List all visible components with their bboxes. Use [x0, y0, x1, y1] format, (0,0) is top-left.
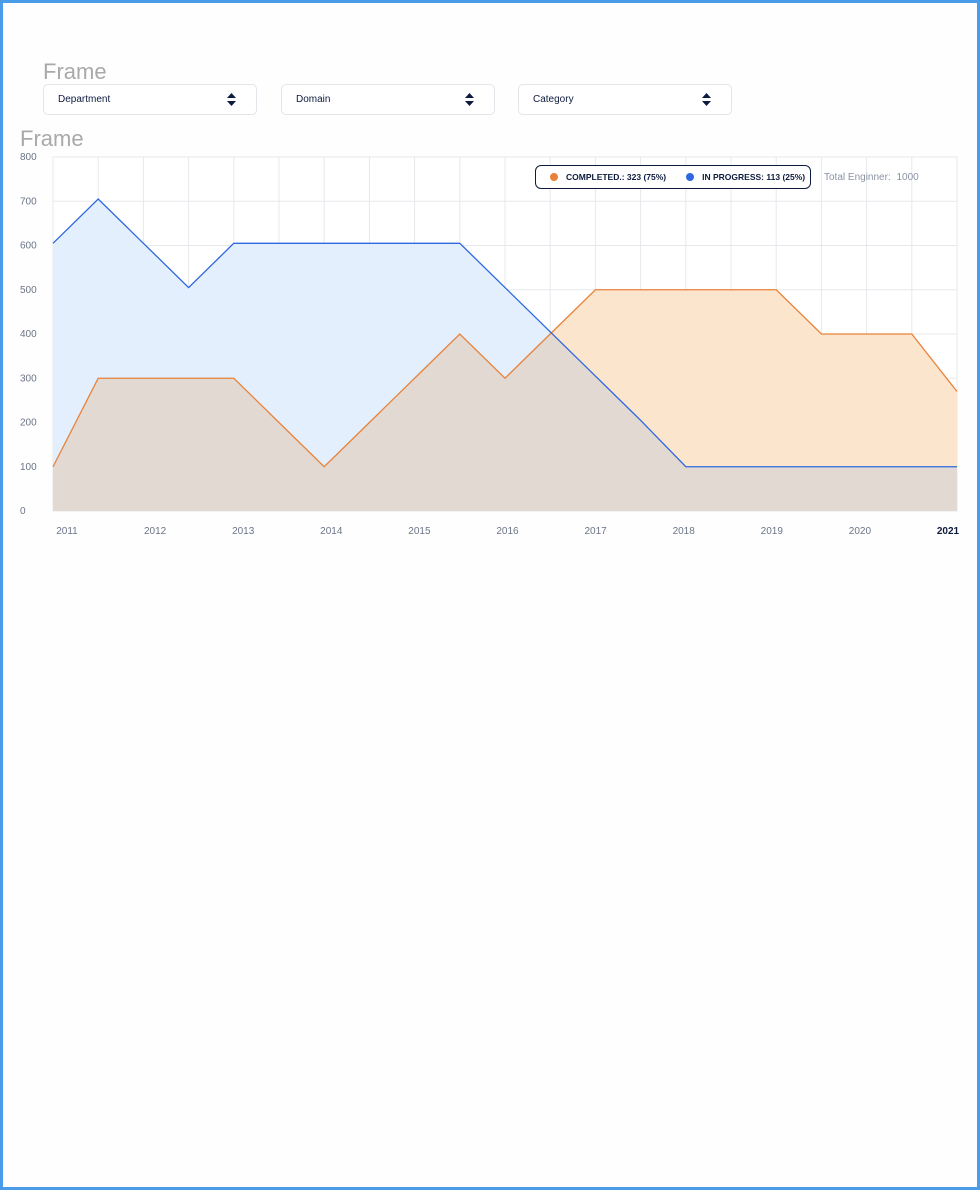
x-tick-label: 2021 [937, 526, 960, 537]
department-select-label: Department [58, 94, 111, 105]
y-tick-label: 600 [20, 241, 37, 252]
x-tick-label: 2016 [496, 526, 519, 537]
y-tick-label: 700 [20, 196, 37, 207]
x-tick-label: 2017 [584, 526, 607, 537]
legend-in-progress[interactable]: IN PROGRESS: 113 (25%) [686, 172, 805, 182]
x-axis-ticks: 2011 2012 2013 2014 2015 2016 2017 2018 2019 2020… [56, 526, 959, 537]
y-tick-label: 0 [20, 506, 26, 517]
x-tick-label: 2015 [408, 526, 431, 537]
sort-arrows-icon [702, 93, 711, 106]
filters-frame-label: Frame [43, 59, 107, 84]
legend-completed-label: COMPLETED.: 323 (75%) [566, 172, 667, 182]
x-tick-label: 2019 [761, 526, 784, 537]
total-engineers-value: 1000 [896, 172, 919, 183]
legend-in-progress-label: IN PROGRESS: 113 (25%) [702, 172, 806, 182]
sort-arrows-icon [465, 93, 474, 106]
chart-frame-label: Frame [20, 126, 84, 151]
completed-line [52, 289, 958, 468]
y-tick-label: 500 [20, 285, 37, 296]
y-tick-label: 200 [20, 418, 37, 429]
legend-completed[interactable]: COMPLETED.: 323 (75%) [550, 172, 666, 182]
domain-select-label: Domain [296, 94, 331, 105]
y-tick-label: 400 [20, 329, 37, 340]
y-tick-label: 300 [20, 373, 37, 384]
y-tick-label: 100 [20, 462, 37, 473]
x-tick-label: 2013 [232, 526, 255, 537]
category-select-label: Category [533, 94, 574, 105]
y-axis-ticks: 0 100 200 300 400 500 600 700 800 [20, 152, 37, 517]
domain-select[interactable]: Domain [281, 84, 495, 115]
y-tick-label: 800 [20, 152, 37, 163]
sort-arrows-icon [227, 93, 236, 106]
total-engineers-label: Total Enginner: [824, 172, 891, 183]
x-tick-label: 2018 [673, 526, 696, 537]
completed-dot-icon [550, 173, 558, 181]
x-tick-label: 2020 [849, 526, 872, 537]
x-tick-label: 2012 [144, 526, 167, 537]
total-engineers: Total Enginner: 1000 [824, 172, 919, 183]
chart-legend: COMPLETED.: 323 (75%) IN PROGRESS: 113 (… [535, 165, 811, 189]
in-progress-dot-icon [686, 173, 695, 181]
department-select[interactable]: Department [43, 84, 257, 115]
category-select[interactable]: Category [518, 84, 732, 115]
x-tick-label: 2014 [320, 526, 343, 537]
in-progress-line [52, 198, 957, 468]
x-tick-label: 2011 [56, 526, 78, 537]
